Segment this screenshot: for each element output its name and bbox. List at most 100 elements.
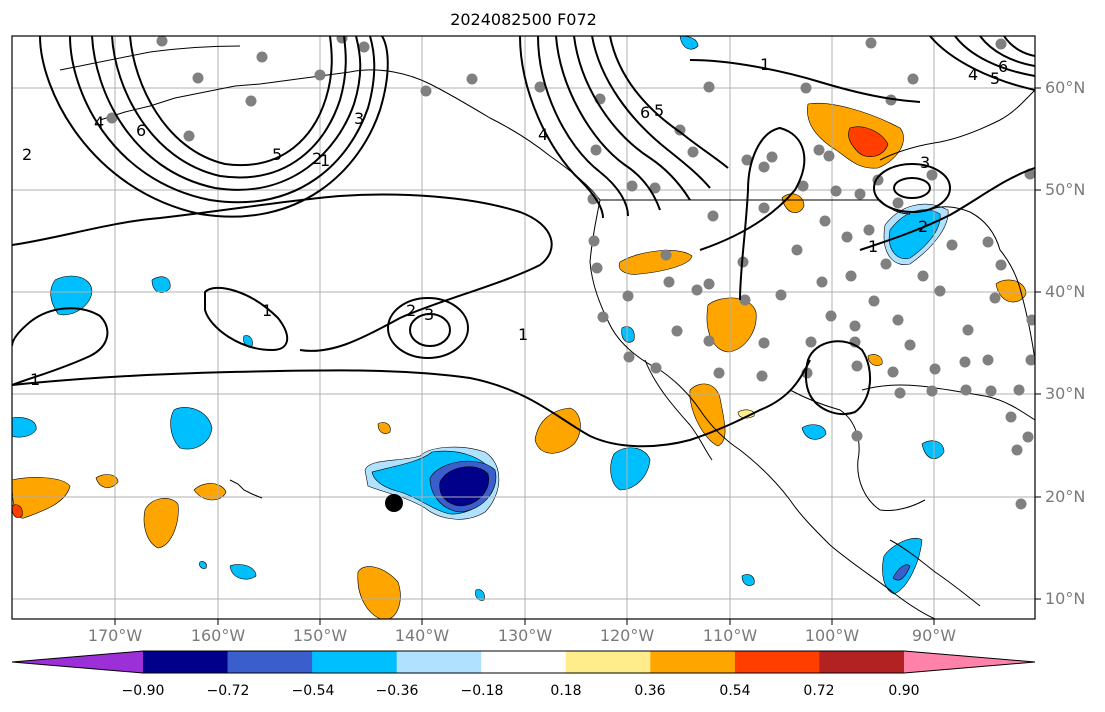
coastlines (59, 45, 1035, 619)
negative-anomaly-cell (621, 326, 635, 343)
colorbar-swatch (227, 651, 313, 673)
lon-label: 140°W (394, 626, 450, 645)
colorbar-swatch (143, 651, 229, 673)
lon-label: 120°W (599, 626, 655, 645)
lon-label: 100°W (804, 626, 860, 645)
positive-anomaly-cell (848, 126, 889, 157)
colorbar-swatch (734, 651, 820, 673)
negative-anomaly-cell (801, 424, 827, 440)
positive-anomaly-cell (706, 297, 757, 353)
colorbar-tick-label: 0.90 (888, 683, 920, 699)
positive-anomaly-cell (12, 504, 23, 518)
contour-lines (12, 36, 1035, 448)
contour-label: 3 (354, 109, 364, 128)
negative-anomaly-cell (610, 447, 651, 491)
contour-label-group: 1 1 1 1 1 1 2 2 2 2 3 3 3 4 4 4 5 5 5 6 … (22, 55, 1008, 389)
negative-anomaly-cell (199, 561, 207, 569)
colorbar-swatch (396, 651, 482, 673)
contour-label: 5 (654, 101, 664, 120)
colorbar-extend-high (904, 651, 1035, 673)
station-dots (106, 36, 1035, 510)
lat-label: 50°N (1045, 180, 1086, 199)
negative-anomaly-cell (892, 564, 911, 581)
contour-label: 4 (968, 65, 978, 84)
gridlines (12, 36, 1035, 619)
colorbar-extend-low (12, 651, 143, 673)
colorbar-tick-label: 0.18 (550, 683, 582, 699)
colorbar-tick-label: 0.54 (719, 683, 751, 699)
contour-label: 2 (22, 145, 32, 164)
contour-label: 6 (640, 103, 650, 122)
negative-anomaly-cell (229, 564, 257, 580)
contour-label: 3 (920, 153, 930, 172)
positive-anomaly-cell (143, 498, 179, 549)
negative-anomaly-cell (243, 335, 253, 347)
lon-label: 150°W (292, 626, 348, 645)
colorbar-outline (11, 650, 1036, 674)
positive-anomaly-cell (781, 193, 805, 213)
colorbar-tick-label: −0.72 (206, 683, 250, 699)
contour-label: 1 (30, 370, 40, 389)
negative-anomaly-cell (882, 537, 923, 595)
positive-anomaly-cell (95, 474, 119, 488)
positive-anomaly-cell (377, 422, 391, 434)
colorbar-swatch (819, 651, 905, 673)
negative-anomaly-cell (741, 574, 755, 586)
contour-label: 1 (868, 237, 878, 256)
lat-label: 40°N (1045, 282, 1086, 301)
positive-anomaly-cell (867, 354, 883, 366)
negative-anomaly-cell (679, 36, 699, 50)
contour-label: 2 (918, 217, 928, 236)
map-frame (11, 35, 1036, 620)
positive-anomaly-cell (193, 483, 227, 501)
negative-anomaly-cell (475, 589, 485, 601)
contour-label: 6 (998, 57, 1008, 76)
negative-anomaly-cell (439, 466, 489, 507)
contour-label: 6 (136, 121, 146, 140)
contour-label: 1 (262, 301, 272, 320)
colorbar-swatch (481, 651, 567, 673)
map-title: 2024082500 F072 (450, 10, 597, 29)
contour-label: 1 (320, 151, 330, 170)
colorbar-tick-label: −0.18 (460, 683, 504, 699)
lat-label: 30°N (1045, 384, 1086, 403)
positive-anomaly-cell (534, 407, 581, 454)
contour-label: 3 (424, 305, 434, 324)
lat-label: 10°N (1045, 589, 1086, 608)
colorbar-tick-label: 0.72 (803, 683, 835, 699)
colorbar-swatch (312, 651, 398, 673)
contour-label: 4 (94, 113, 104, 132)
lon-label: 110°W (702, 626, 758, 645)
negative-anomaly-cell (151, 276, 171, 293)
lat-label: 20°N (1045, 487, 1086, 506)
contour-label: 5 (990, 69, 1000, 88)
colorbar-tick-label: −0.90 (121, 683, 165, 699)
contour-label: 2 (312, 149, 322, 168)
contour-label: 4 (538, 125, 548, 144)
negative-anomaly-cell (170, 407, 213, 450)
positive-anomaly-cell (995, 279, 1027, 303)
colorbar-tick-label: −0.36 (375, 683, 419, 699)
lon-label: 130°W (497, 626, 553, 645)
colorbar-tick-label: −0.54 (291, 683, 335, 699)
colorbar-swatch (565, 651, 651, 673)
colorbar-tick-label: 0.36 (634, 683, 666, 699)
contour-label: 1 (760, 55, 770, 74)
lon-label: 170°W (87, 626, 143, 645)
contour-label: 5 (272, 145, 282, 164)
negative-anomaly-cell (921, 440, 945, 459)
lon-label: 160°W (190, 626, 246, 645)
lon-label: 90°W (911, 626, 957, 645)
contour-label: 2 (406, 301, 416, 320)
positive-anomaly-cell (618, 250, 693, 275)
positive-anomaly-cell (689, 383, 726, 447)
colorbar-swatch (650, 651, 736, 673)
storm-center-marker (385, 494, 403, 512)
shaded-regions (12, 36, 1027, 619)
contour-label: 1 (518, 325, 528, 344)
positive-anomaly-cell (737, 409, 755, 419)
colorbar (11, 650, 1036, 674)
positive-anomaly-cell (357, 566, 401, 619)
lat-label: 60°N (1045, 78, 1086, 97)
